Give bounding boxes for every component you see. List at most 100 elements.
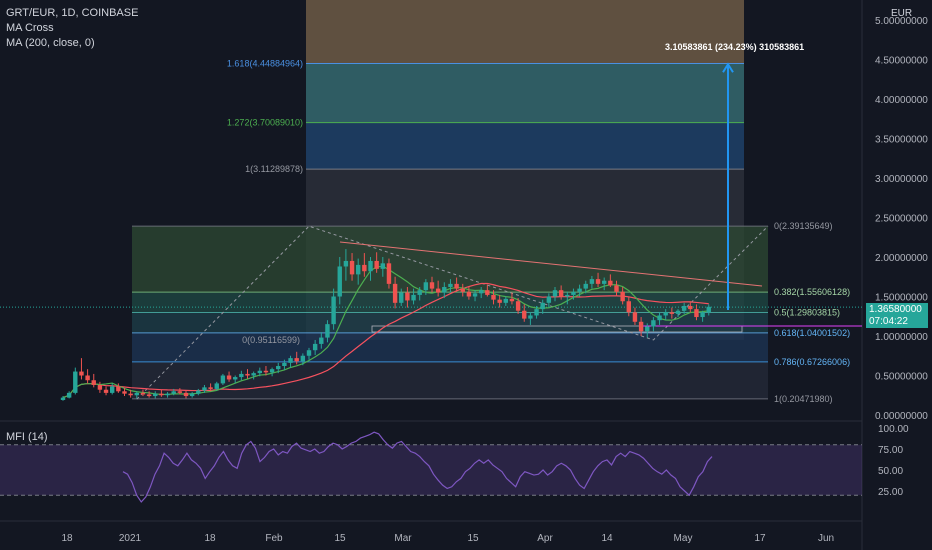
fib-ext-zone-1272 [306,122,744,170]
candle-body [577,288,582,292]
candle-body [134,392,139,396]
candle-body [159,393,164,396]
candle-body [472,293,478,297]
price-tick-label: 1.00000000 [875,332,928,343]
candle-body [73,371,78,393]
candle-body [632,312,638,322]
time-tick-label: 18 [61,533,73,544]
candle-body [306,350,312,356]
candle-body [110,386,115,393]
measure-arrowhead [722,62,734,73]
fib-ret-label: 0.786(0.67266006) [774,357,850,367]
ma-200-legend[interactable]: MA (200, close, 0) [6,37,95,49]
candle-body [491,294,496,300]
time-tick-label: 18 [204,533,216,544]
candle-body [128,393,133,396]
fib-ret-label: 0.5(1.29803815) [774,307,840,317]
candle-body [368,260,373,272]
candle-body [362,264,367,272]
candle-body [466,291,472,297]
candle-body [454,283,459,289]
price-tick-label: 3.00000000 [875,174,928,185]
candle-body [442,287,447,293]
candle-body [374,260,379,269]
candle-body [405,292,410,301]
candle-body [294,358,299,362]
fib-ext-zone-1618 [306,63,744,123]
candle-body [239,373,244,378]
candle-body [497,299,502,303]
candle-body [675,310,681,314]
time-tick-label: Mar [394,533,412,544]
candle-body [153,393,158,397]
candle-body [343,260,349,267]
candle-body [319,337,324,344]
candle-body [146,394,152,397]
candle-body [688,305,693,310]
currency-label[interactable]: EUR [891,8,913,19]
fib-ret-label: 0(2.39135649) [774,221,833,231]
candle-body [122,391,127,394]
candle-body [614,285,619,292]
candle-body [552,290,558,297]
candle-body [276,366,281,370]
candle-body [60,397,66,400]
candle-body [269,369,275,373]
time-tick-label: 2021 [119,533,142,544]
candle-body [66,392,72,398]
candle-body [337,266,342,297]
candle-body [140,392,146,395]
mfi-tick-label: 75.00 [878,445,903,456]
ma-fast-line [62,265,709,399]
candle-body [651,320,656,327]
ma-cross-legend[interactable]: MA Cross [6,22,54,34]
candle-body [288,358,293,363]
candle-body [657,315,662,321]
candle-body [663,312,668,316]
candle-body [411,294,416,301]
resistance-trendline [339,241,763,287]
candle-body [79,371,84,376]
candle-body [435,288,441,293]
candle-body [97,384,103,390]
candle-body [595,279,601,284]
fib-ret-zone [132,361,768,399]
candle-body [565,294,570,297]
support-box [371,325,743,333]
candle-body [485,290,490,295]
candle-body [282,362,287,367]
current-price: 1.36580000 [869,304,922,315]
fib-ret-label: 0.382(1.55606128) [774,287,850,297]
candle-body [189,393,195,397]
time-tick-label: 15 [334,533,346,544]
candle-body [417,290,422,295]
candle-body [608,280,613,286]
time-tick-label: Jun [818,533,834,544]
candle-body [349,260,355,275]
candle-body [196,390,201,394]
candle-body [669,312,675,314]
countdown: 07:04:22 [869,316,908,327]
fib-ret-label: 0.618(1.04001502) [774,328,850,338]
fib-ext-label: 1.618(4.44884964) [227,59,303,69]
candle-body [233,377,238,380]
candle-body [331,296,336,325]
time-tick-label: Feb [265,533,283,544]
candle-body [392,283,398,303]
fib-ret-zone [132,312,768,333]
candle-body [226,375,232,380]
candle-body [626,301,631,313]
time-tick-label: Apr [537,533,553,544]
price-tick-label: 2.50000000 [875,214,928,225]
current-price-badge: 1.36580000 07:04:22 [866,303,928,328]
mfi-legend[interactable]: MFI (14) [6,431,48,443]
candle-body [503,298,508,303]
fib-ext-zone-top [306,0,744,64]
candle-body [202,387,207,391]
price-tick-label: 3.50000000 [875,135,928,146]
candle-body [263,370,269,373]
candle-body [85,375,90,381]
price-tick-label: 5.00000000 [875,16,928,27]
symbol-legend[interactable]: GRT/EUR, 1D, COINBASE [6,7,139,19]
